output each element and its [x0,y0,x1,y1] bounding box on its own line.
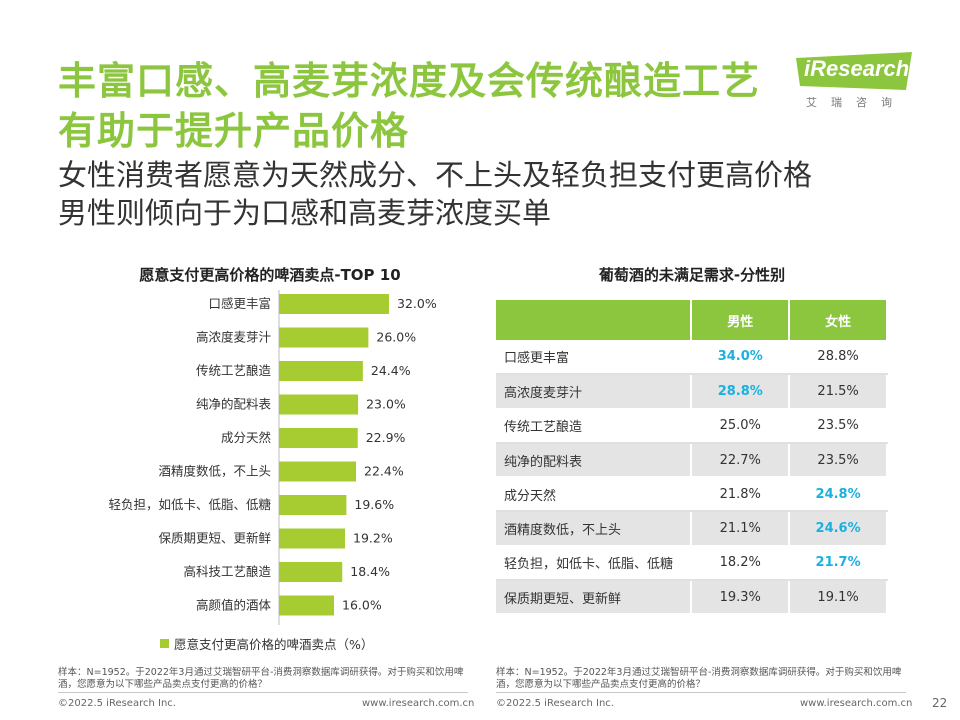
data-label: 19.2% [353,531,393,546]
chart-legend: 愿意支付更高价格的啤酒卖点（%） [160,634,373,653]
male-value: 28.8% [691,374,791,410]
table-header-row: 男性 女性 [496,300,888,340]
table-row: 成分天然 21.8% 24.8% [496,477,888,513]
footer-copyright-right: ©2022.5 iResearch Inc. [496,698,614,709]
category-label: 高颜值的酒体 [196,598,272,613]
bar [279,495,347,515]
category-label: 成分天然 [221,430,271,445]
source-note-right: 样本：N=1952。于2022年3月通过艾瑞智研平台-消费洞察数据库调研获得。对… [496,667,902,690]
female-value: 28.8% [789,340,888,376]
bar [279,361,363,381]
needs-table: 男性 女性 口感更丰富 34.0% 28.8% 高浓度麦芽汁 28.8% 21.5% 传统工… [496,300,888,616]
table-row: 轻负担，如低卡、低脂、低糖 18.2% 21.7% [496,545,888,582]
table-row: 传统工艺酿造 25.0% 23.5% [496,408,888,444]
data-label: 22.9% [366,430,406,445]
footer-url-left: www.iresearch.com.cn [362,698,475,709]
table-title: 葡萄酒的未满足需求-分性别 [598,266,786,284]
row-label: 纯净的配料表 [496,442,693,479]
bar [279,294,389,314]
male-value: 18.2% [691,545,791,582]
bar [279,394,359,415]
category-label: 酒精度数低，不上头 [158,464,271,479]
male-value: 21.8% [691,477,791,513]
subtitle-line-1: 女性消费者愿意为天然成分、不上头及轻负担支付更高价格 [58,158,813,192]
bar [279,595,334,616]
category-label: 口感更丰富 [208,296,271,311]
table-header-male: 男性 [691,300,791,340]
data-label: 22.4% [364,464,404,479]
male-value: 19.3% [691,580,791,616]
footer-copyright-left: ©2022.5 iResearch Inc. [58,698,176,709]
bar [279,528,345,549]
table-row: 酒精度数低，不上头 21.1% 24.6% [496,511,888,547]
table-row: 保质期更短、更新鲜 19.3% 19.1% [496,580,888,616]
female-value: 23.5% [789,442,888,479]
category-label: 纯净的配料表 [196,397,272,412]
table-row: 纯净的配料表 22.7% 23.5% [496,442,888,479]
footer-divider-right [496,692,906,693]
logo-banner-shape [796,52,912,90]
page-subtitle: 女性消费者愿意为天然成分、不上头及轻负担支付更高价格 男性则倾向于为口感和高麦芽… [58,156,938,232]
table-header-female: 女性 [789,300,888,340]
logo-subtext: 艾瑞咨询 [806,96,906,109]
female-value: 24.6% [789,511,888,547]
footer-divider-left [58,692,468,693]
row-label: 轻负担，如低卡、低脂、低糖 [496,545,693,582]
bar [279,562,343,582]
row-label: 传统工艺酿造 [496,408,693,444]
female-value: 21.7% [789,545,888,582]
female-value: 21.5% [789,374,888,410]
bar [279,327,369,348]
category-label: 高科技工艺酿造 [183,564,271,579]
legend-label: 愿意支付更高价格的啤酒卖点（%） [174,637,374,652]
data-label: 23.0% [366,397,406,412]
row-label: 高浓度麦芽汁 [496,374,693,410]
category-label: 高浓度麦芽汁 [196,330,272,345]
male-value: 21.1% [691,511,791,547]
page-number: 22 [932,696,948,710]
page-title: 丰富口感、高麦芽浓度及会传统酿造工艺有助于提升产品价格 [58,59,761,153]
data-label: 32.0% [397,296,437,311]
female-value: 19.1% [789,580,888,616]
table-row: 口感更丰富 34.0% 28.8% [496,340,888,376]
logo-wordmark: iResearch [804,56,910,81]
row-label: 保质期更短、更新鲜 [496,580,693,616]
bar [279,461,356,482]
data-label: 18.4% [350,564,390,579]
male-value: 34.0% [691,340,791,376]
row-label: 口感更丰富 [496,340,693,376]
footer-url-right: www.iresearch.com.cn [800,698,913,709]
data-label: 24.4% [371,363,411,378]
iresearch-logo: iResearch 艾瑞咨询 [796,50,914,110]
male-value: 25.0% [691,408,791,444]
source-note-left: 样本：N=1952。于2022年3月通过艾瑞智研平台-消费洞察数据库调研获得。对… [58,667,464,690]
bar-chart-title: 愿意支付更高价格的啤酒卖点-TOP 10 [139,266,401,284]
category-label: 轻负担，如低卡、低脂、低糖 [108,497,271,512]
data-label: 26.0% [376,330,416,345]
data-label: 16.0% [342,598,382,613]
table-header-blank [496,300,693,340]
category-label: 保质期更短、更新鲜 [158,531,271,546]
row-label: 成分天然 [496,477,693,513]
bar [279,428,358,448]
bar-chart: 口感更丰富 32.0% 高浓度麦芽汁 26.0% 传统工艺酿造 24.4% 纯净的配料表 23… [108,290,437,625]
legend-swatch [160,639,169,648]
subtitle-line-2: 男性则倾向于为口感和高麦芽浓度买单 [58,196,552,230]
female-value: 24.8% [789,477,888,513]
row-label: 酒精度数低，不上头 [496,511,693,547]
male-value: 22.7% [691,442,791,479]
category-label: 传统工艺酿造 [196,363,272,378]
table-row: 高浓度麦芽汁 28.8% 21.5% [496,374,888,410]
data-label: 19.6% [354,497,394,512]
female-value: 23.5% [789,408,888,444]
